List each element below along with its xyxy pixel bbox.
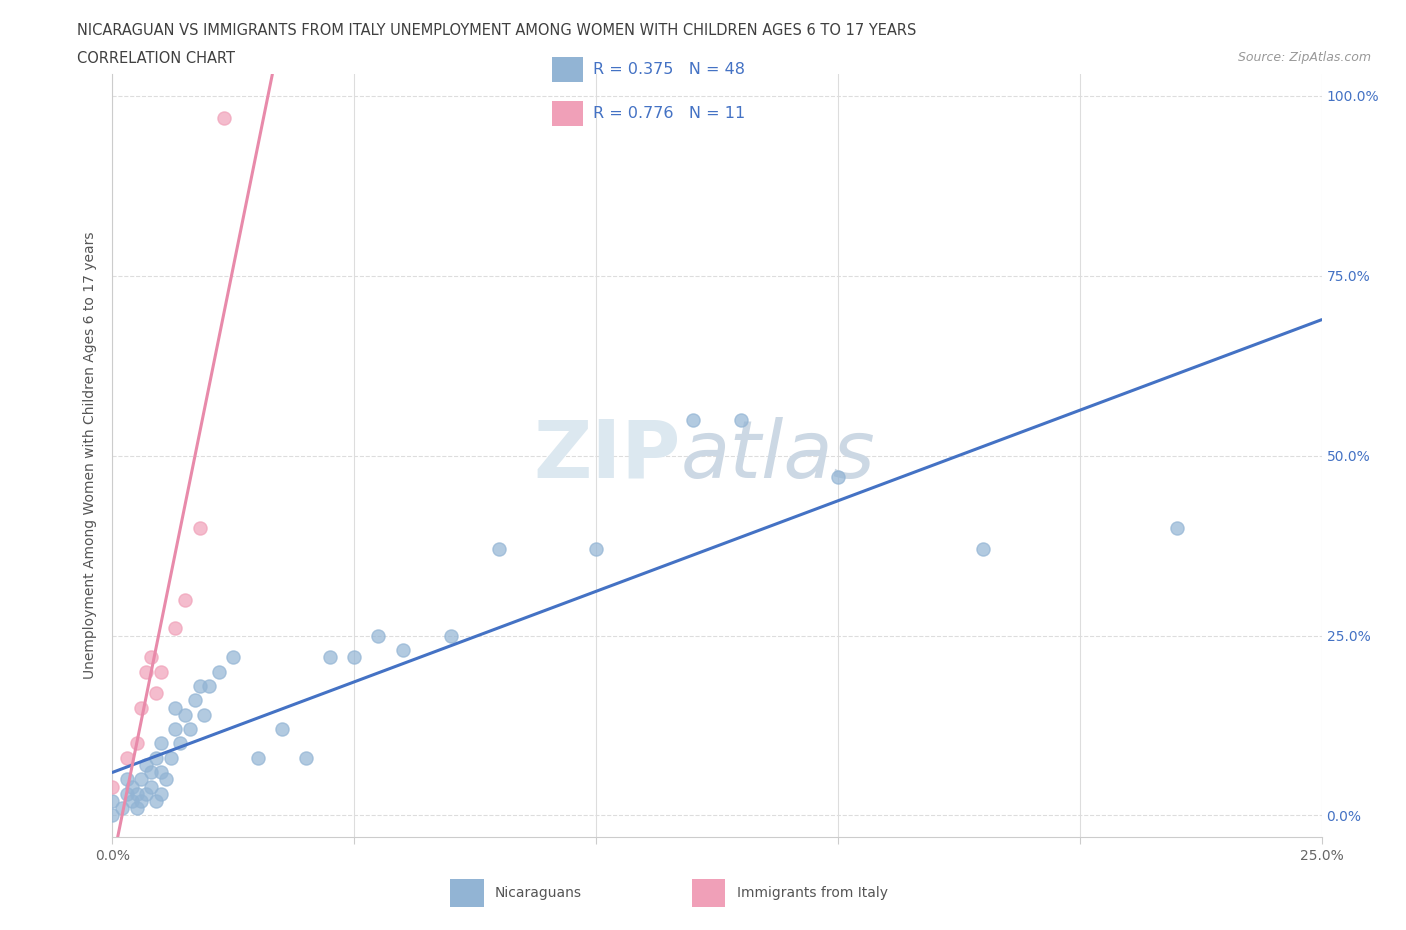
Point (131, 793, 153, 808)
Y-axis label: Unemployment Among Women with Children Ages 6 to 17 years: Unemployment Among Women with Children A… (83, 232, 97, 680)
Point (1166, 520, 1188, 535)
Point (198, 679, 221, 694)
Point (131, 700, 153, 715)
Point (131, 772, 153, 787)
Point (115, 751, 138, 765)
Point (440, 628, 463, 643)
Point (141, 764, 163, 779)
Point (585, 542, 607, 557)
Point (149, 787, 172, 802)
Point (165, 621, 187, 636)
Point (159, 751, 181, 765)
Bar (450, 879, 484, 907)
Point (183, 693, 205, 708)
Text: R = 0.375   N = 48: R = 0.375 N = 48 (593, 62, 745, 77)
Point (174, 592, 197, 607)
Point (488, 542, 510, 557)
Point (193, 707, 215, 722)
Point (125, 736, 148, 751)
Point (115, 787, 138, 802)
Text: R = 0.776   N = 11: R = 0.776 N = 11 (593, 106, 745, 121)
Point (101, 779, 124, 794)
Point (246, 751, 269, 765)
Point (145, 685, 167, 700)
Point (188, 520, 211, 535)
Bar (551, 57, 582, 82)
Point (121, 779, 143, 794)
Point (179, 722, 201, 737)
Point (135, 787, 157, 802)
Point (155, 772, 177, 787)
Point (149, 664, 172, 679)
Text: ZIP: ZIP (533, 417, 681, 495)
Point (174, 707, 197, 722)
Point (135, 664, 157, 679)
Point (319, 650, 342, 665)
Point (391, 643, 413, 658)
Text: CORRELATION CHART: CORRELATION CHART (77, 51, 235, 66)
Point (125, 801, 148, 816)
Point (115, 772, 138, 787)
Point (135, 758, 157, 773)
Point (295, 751, 318, 765)
Point (101, 793, 124, 808)
Point (222, 650, 245, 665)
Text: NICARAGUAN VS IMMIGRANTS FROM ITALY UNEMPLOYMENT AMONG WOMEN WITH CHILDREN AGES : NICARAGUAN VS IMMIGRANTS FROM ITALY UNEM… (77, 23, 917, 38)
Point (149, 736, 172, 751)
Point (165, 700, 187, 715)
Point (730, 412, 752, 427)
Point (972, 542, 994, 557)
Text: Source: ZipAtlas.com: Source: ZipAtlas.com (1237, 51, 1371, 64)
Point (169, 736, 191, 751)
Point (212, 110, 235, 125)
Point (367, 628, 389, 643)
Bar (551, 101, 582, 126)
Point (188, 679, 211, 694)
Point (270, 722, 292, 737)
Point (121, 793, 143, 808)
Point (165, 722, 187, 737)
Text: atlas: atlas (681, 417, 876, 495)
Point (125, 787, 148, 802)
Point (145, 793, 167, 808)
Point (149, 764, 172, 779)
Text: Nicaraguans: Nicaraguans (495, 885, 582, 900)
Point (141, 650, 163, 665)
Point (827, 470, 849, 485)
Point (101, 808, 124, 823)
Point (111, 801, 134, 816)
Bar (692, 879, 725, 907)
Point (208, 664, 231, 679)
Point (145, 751, 167, 765)
Point (141, 779, 163, 794)
Text: Immigrants from Italy: Immigrants from Italy (737, 885, 887, 900)
Point (682, 412, 704, 427)
Point (343, 650, 366, 665)
